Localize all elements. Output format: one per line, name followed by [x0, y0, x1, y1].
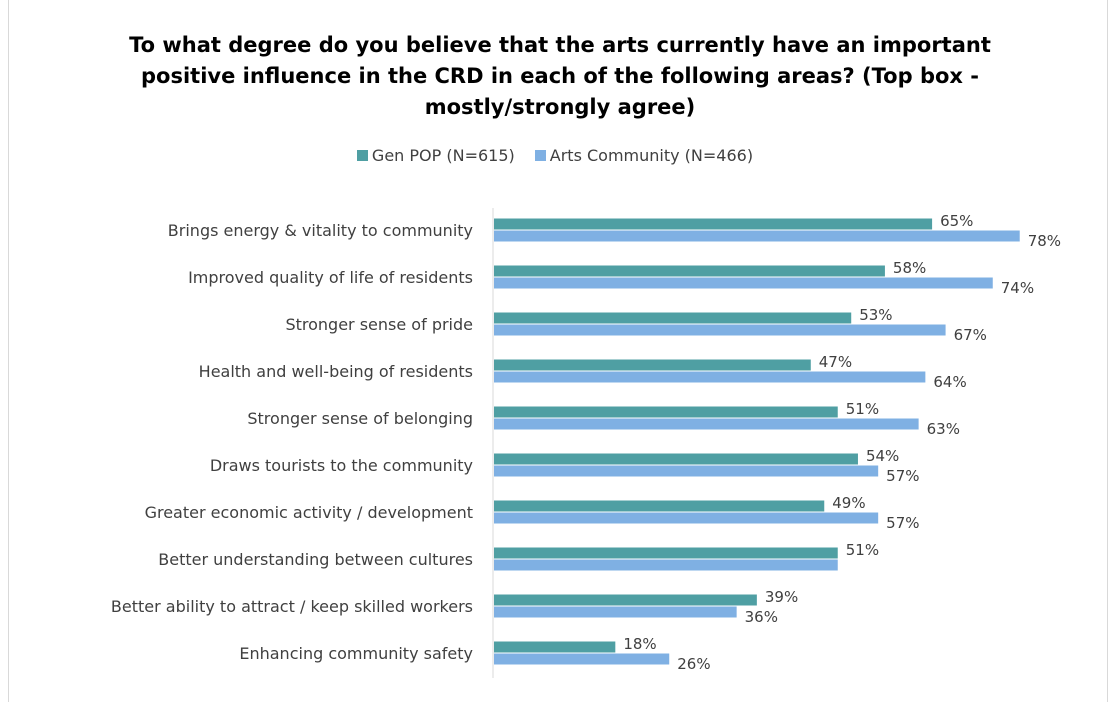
data-label-arts-community: 64%	[933, 373, 966, 391]
bar-gen-pop	[494, 594, 757, 606]
bar-arts-community	[494, 465, 879, 477]
data-label-gen-pop: 39%	[765, 588, 798, 606]
bar-gen-pop	[494, 453, 858, 465]
data-label-gen-pop: 51%	[846, 541, 879, 559]
bar-arts-community	[494, 653, 670, 665]
data-label-arts-community: 36%	[745, 608, 778, 626]
data-label-arts-community: 57%	[886, 467, 919, 485]
category-label: Brings energy & vitality to community	[168, 221, 473, 240]
bar-gen-pop	[494, 359, 811, 371]
bar-arts-community	[494, 277, 993, 289]
data-label-gen-pop: 53%	[859, 306, 892, 324]
data-label-arts-community: 78%	[1028, 232, 1061, 250]
data-label-gen-pop: 47%	[819, 353, 852, 371]
bar-gen-pop	[494, 312, 852, 324]
category-label: Health and well-being of residents	[199, 362, 473, 381]
legend-swatch-arts-community	[534, 150, 546, 161]
data-label-arts-community: 74%	[1001, 279, 1034, 297]
category-label: Better understanding between cultures	[158, 550, 473, 569]
legend-item-gen-pop: Gen POP (N=615)	[356, 146, 515, 165]
bar-gen-pop	[494, 406, 838, 418]
bar-arts-community	[494, 559, 838, 571]
data-label-arts-community: 26%	[677, 655, 710, 673]
category-label: Enhancing community safety	[239, 644, 473, 663]
bar-gen-pop	[494, 218, 933, 230]
bar-arts-community	[494, 512, 879, 524]
data-label-gen-pop: 54%	[866, 447, 899, 465]
bar-arts-community	[494, 606, 737, 618]
bar-gen-pop	[494, 547, 838, 559]
bar-arts-community	[494, 324, 946, 336]
legend-label-arts-community: Arts Community (N=466)	[549, 146, 754, 165]
bar-gen-pop	[494, 641, 616, 653]
category-label: Draws tourists to the community	[210, 456, 473, 475]
data-label-gen-pop: 58%	[893, 259, 926, 277]
category-label: Greater economic activity / development	[145, 503, 473, 522]
data-label-arts-community: 67%	[954, 326, 987, 344]
bar-arts-community	[494, 371, 926, 383]
legend-label-gen-pop: Gen POP (N=615)	[371, 146, 515, 165]
category-label: Better ability to attract / keep skilled…	[111, 597, 473, 616]
chart-frame	[8, 0, 1108, 702]
chart-title: To what degree do you believe that the a…	[129, 33, 991, 119]
bar-arts-community	[494, 230, 1020, 242]
category-label: Stronger sense of belonging	[247, 409, 473, 428]
bar-gen-pop	[494, 265, 885, 277]
bar-arts-community	[494, 418, 919, 430]
data-label-arts-community: 63%	[927, 420, 960, 438]
data-label-gen-pop: 18%	[623, 635, 656, 653]
bar-gen-pop	[494, 500, 825, 512]
legend-swatch-gen-pop	[356, 150, 368, 161]
data-label-gen-pop: 49%	[832, 494, 865, 512]
category-label: Stronger sense of pride	[285, 315, 473, 334]
data-label-gen-pop: 51%	[846, 400, 879, 418]
legend-item-arts-community: Arts Community (N=466)	[534, 146, 754, 165]
category-label: Improved quality of life of residents	[188, 268, 473, 287]
data-label-gen-pop: 65%	[940, 212, 973, 230]
chart-legend: Gen POP (N=615) Arts Community (N=466)	[0, 146, 1110, 165]
data-label-arts-community: 57%	[886, 514, 919, 532]
